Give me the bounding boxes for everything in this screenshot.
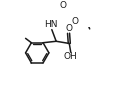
Text: HN: HN xyxy=(44,20,58,29)
Text: O: O xyxy=(72,17,79,26)
Text: OH: OH xyxy=(64,52,78,61)
Text: O: O xyxy=(60,1,67,10)
Text: O: O xyxy=(65,24,72,33)
